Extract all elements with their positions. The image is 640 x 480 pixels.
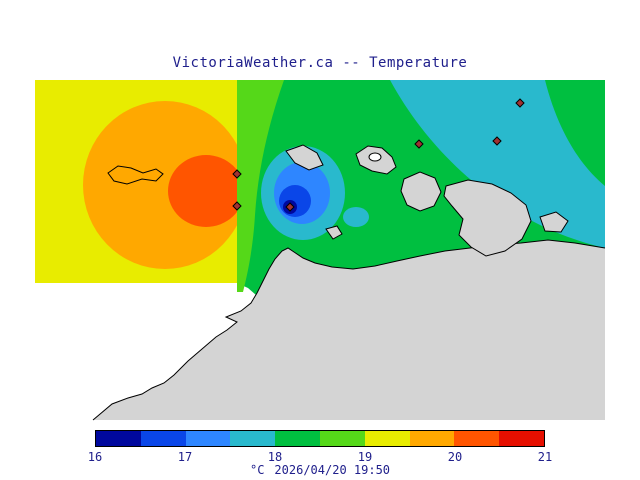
island-e [325, 225, 343, 240]
coastlines [92, 144, 606, 421]
island-c [443, 179, 532, 257]
caption-datetime: 2026/04/20 19:50 [274, 463, 391, 477]
caption-unit: °C [249, 463, 265, 477]
colorbar-tick-label: 18 [267, 450, 283, 464]
island-peninsula [285, 144, 324, 171]
station-marker [492, 136, 502, 146]
station-marker [414, 139, 424, 149]
colorbar-segment [185, 431, 231, 446]
page-title: VictoriaWeather.ca -- Temperature [172, 55, 468, 71]
temp-field-cyan-band [390, 80, 605, 248]
colorbar-ticks: 16 17 18 19 20 21 [0, 450, 640, 464]
colorbar-tick-label: 20 [447, 450, 463, 464]
colorbar-segment [96, 431, 141, 446]
temp-field-orange [83, 101, 237, 269]
colorbar-tick-label: 16 [87, 450, 103, 464]
station-marker [232, 169, 242, 179]
colorbar-segment [319, 431, 365, 446]
temp-field-blue [279, 185, 311, 217]
station-marker [515, 98, 525, 108]
colorbar-segment [364, 431, 410, 446]
colorbar-segment [454, 431, 500, 446]
temp-field-light-green-band [237, 80, 284, 292]
land-mainland [93, 240, 605, 420]
colorbar-segment [230, 431, 276, 446]
island-d [539, 211, 569, 233]
colorbar-tick-label: 21 [537, 450, 553, 464]
coastline-path [92, 239, 606, 421]
station-marker [232, 201, 242, 211]
island-b [400, 171, 442, 212]
colorbar-segment [275, 431, 320, 446]
colorbar-tick-label: 17 [177, 450, 193, 464]
map-caption: °C 2026/04/20 19:50 [0, 463, 640, 477]
colorbar [95, 430, 545, 447]
colorbar-segment [140, 431, 186, 446]
colorbar-tick-label: 19 [357, 450, 373, 464]
colorbar-segment [499, 431, 544, 446]
lake-on-island [368, 152, 382, 162]
temp-field-cyan-small [343, 207, 369, 227]
island-outline-in-orange [107, 165, 164, 185]
colorbar-segment [409, 431, 455, 446]
station-marker [285, 202, 295, 212]
temp-field-orange-red [168, 155, 237, 227]
